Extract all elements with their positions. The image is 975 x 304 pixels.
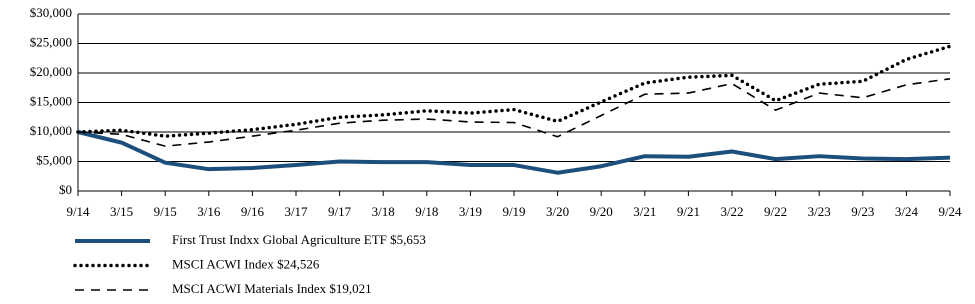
x-tick-label: 3/17 [284,204,308,219]
y-tick-label: $25,000 [30,34,72,49]
x-tick-label: 9/21 [677,204,700,219]
y-tick-label: $0 [59,182,72,197]
y-tick-label: $20,000 [30,64,72,79]
x-tick-label: 9/24 [938,204,962,219]
y-tick-label: $15,000 [30,93,72,108]
series-line [77,130,951,175]
x-tick-label: 3/21 [633,204,656,219]
x-tick-label: 9/19 [502,204,525,219]
x-tick-label: 9/22 [764,204,787,219]
x-tick-label: 9/18 [415,204,438,219]
y-tick-label: $10,000 [30,123,72,138]
x-tick-label: 9/23 [851,204,874,219]
x-tick-label: 3/24 [895,204,919,219]
legend-label: First Trust Indxx Global Agriculture ETF… [172,232,426,247]
x-tick-label: 3/23 [808,204,831,219]
x-tick-label: 3/22 [720,204,743,219]
x-tick-label: 3/19 [459,204,482,219]
x-tick-label: 3/20 [546,204,569,219]
series-line [77,77,951,147]
y-tick-label: $5,000 [36,152,72,167]
y-tick-label: $30,000 [30,5,72,20]
x-tick-label: 9/14 [66,204,90,219]
series-line [76,44,952,138]
x-tick-label: 9/17 [328,204,352,219]
x-tick-label: 9/20 [590,204,613,219]
x-tick-label: 3/15 [110,204,133,219]
legend-label: MSCI ACWI Materials Index $19,021 [172,281,372,296]
x-tick-label: 3/18 [372,204,395,219]
x-tick-label: 3/16 [197,204,221,219]
legend-label: MSCI ACWI Index $24,526 [172,256,320,271]
x-tick-label: 9/16 [241,204,265,219]
x-tick-label: 9/15 [154,204,177,219]
